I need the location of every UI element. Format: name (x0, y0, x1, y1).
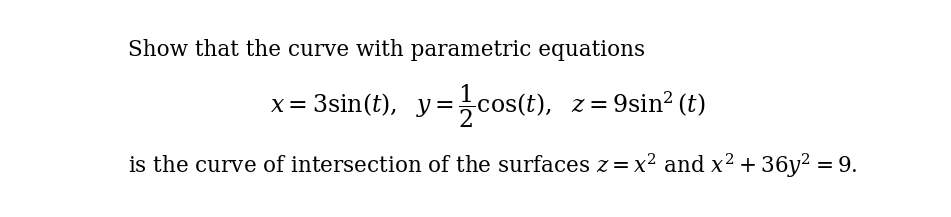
Text: Show that the curve with parametric equations: Show that the curve with parametric equa… (127, 39, 645, 61)
Text: is the curve of intersection of the surfaces $z = x^2$ and $x^2 + 36y^2 = 9$.: is the curve of intersection of the surf… (127, 151, 858, 180)
Text: $x = 3\sin(t),\ \ y = \dfrac{1}{2}\cos(t),\ \ z = 9\sin^2(t)$: $x = 3\sin(t),\ \ y = \dfrac{1}{2}\cos(t… (269, 82, 706, 130)
